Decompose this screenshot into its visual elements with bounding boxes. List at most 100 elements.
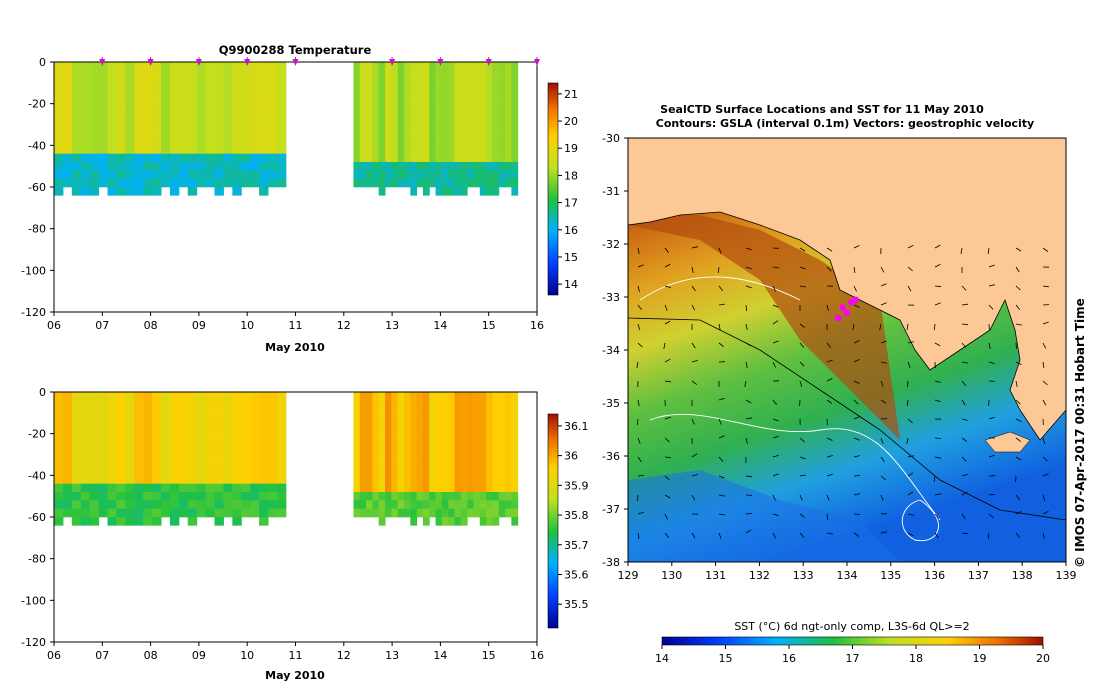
heatmap-cell [473,392,481,401]
heatmap-cell [196,178,207,188]
heatmap-cell [268,87,278,96]
heatmap-cell [250,475,260,484]
heatmap-cell [385,62,392,71]
heatmap-cell [397,70,405,79]
map-title-line1: SealCTD Surface Locations and SST for 11… [660,103,984,116]
heatmap-cell [241,408,251,418]
heatmap-cell [125,450,135,459]
heatmap-cell [71,78,82,88]
heatmap-cell [125,128,135,138]
heatmap-cell [422,483,430,493]
heatmap-cell [454,87,462,96]
heatmap-cell [161,145,171,154]
heatmap-cell [196,120,207,129]
y-tick-label: -60 [28,181,46,194]
heatmap-cell [448,78,456,88]
heatmap-cell [232,467,242,476]
heatmap-cell [397,95,405,104]
heatmap-cell [98,95,108,104]
heatmap-cell [454,425,462,434]
heatmap-cell [152,187,162,196]
heatmap-cell [214,128,224,138]
heatmap-cell [187,95,198,104]
heatmap-cell [454,442,462,451]
heatmap-cell [511,492,519,501]
heatmap-cell [473,112,481,121]
heatmap-cell [391,153,399,163]
heatmap-cell [196,442,207,451]
heatmap-cell [187,128,198,138]
heatmap-cell [205,408,216,418]
heatmap-cell [80,70,91,79]
heatmap-cell [214,103,224,113]
heatmap-cell [435,170,443,179]
velocity-vector [664,285,671,288]
velocity-vector [664,358,671,363]
heatmap-cell [473,450,481,459]
heatmap-cell [454,128,462,138]
heatmap-cell [125,70,135,79]
heatmap-cell [435,417,443,426]
heatmap-cell [107,408,117,418]
heatmap-cell [134,392,144,401]
heatmap-cell [98,483,108,493]
heatmap-cell [276,417,287,426]
heatmap-cell [366,170,373,179]
heatmap-cell [435,70,443,79]
heatmap-cell [116,425,126,434]
heatmap-cell [397,467,405,476]
heatmap-cell [416,433,424,443]
heatmap-cell [187,87,198,96]
velocity-vector [745,285,752,289]
heatmap-cell [498,128,506,138]
velocity-vector [934,323,936,331]
heatmap-cell [498,145,506,154]
velocity-vector [1015,456,1022,461]
velocity-vector [664,532,669,539]
heatmap-cell [205,433,216,443]
heatmap-cell [54,162,64,171]
heatmap-cell [385,400,392,409]
heatmap-cell [397,417,405,426]
velocity-vector [906,437,909,444]
heatmap-cell [441,450,449,459]
heatmap-cell [486,425,493,434]
heatmap-cell [241,162,251,171]
heatmap-cell [223,483,233,493]
heatmap-cell [250,153,260,163]
warm-core [628,215,900,440]
velocity-vector [961,456,967,462]
heatmap-cell [366,112,373,121]
heatmap-cell [134,483,144,493]
heatmap-cell [196,62,207,71]
heatmap-cell [422,392,430,401]
velocity-vector [745,437,748,444]
heatmap-cell [397,483,405,493]
heatmap-cell [259,458,269,468]
heatmap-cell [161,137,171,146]
heatmap-cell [492,70,500,79]
heatmap-cell [187,112,198,121]
heatmap-cell [241,508,251,518]
heatmap-cell [441,187,449,196]
heatmap-cell [71,425,82,434]
heatmap-cell [403,425,411,434]
heatmap-cell [62,120,73,129]
heatmap-cell [366,400,373,409]
heatmap-cell [125,433,135,443]
velocity-vector [799,474,806,477]
heatmap-cell [378,458,386,468]
heatmap-cell [161,442,171,451]
heatmap-cell [134,112,144,121]
heatmap-cell [143,78,153,88]
heatmap-cell [232,145,242,154]
heatmap-cell [98,62,108,71]
heatmap-cell [241,442,251,451]
heatmap-cell [196,70,207,79]
heatmap-cell [498,442,506,451]
velocity-vector [718,303,725,306]
heatmap-cell [416,450,424,459]
heatmap-cell [205,70,216,79]
heatmap-cell [71,400,82,409]
heatmap-cell [448,137,456,146]
